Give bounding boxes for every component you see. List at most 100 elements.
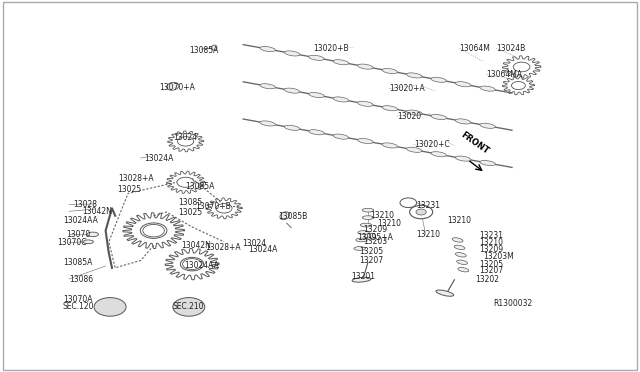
Circle shape	[511, 81, 525, 90]
Text: 13210: 13210	[416, 230, 440, 239]
Text: 13024A: 13024A	[144, 154, 173, 163]
Ellipse shape	[369, 233, 376, 239]
Ellipse shape	[362, 208, 374, 212]
Ellipse shape	[284, 51, 300, 56]
Ellipse shape	[382, 68, 397, 74]
Ellipse shape	[308, 55, 324, 60]
Text: 13028: 13028	[74, 200, 98, 209]
Circle shape	[177, 137, 194, 146]
Text: 13070+A: 13070+A	[159, 83, 195, 92]
Text: 13042N: 13042N	[181, 241, 211, 250]
Ellipse shape	[358, 231, 369, 234]
Circle shape	[177, 177, 195, 187]
Text: 13024AA: 13024AA	[63, 216, 97, 225]
Ellipse shape	[260, 84, 275, 89]
Ellipse shape	[480, 123, 495, 128]
Ellipse shape	[308, 93, 324, 97]
Text: 13028+A: 13028+A	[205, 243, 241, 252]
Text: 13024: 13024	[242, 239, 266, 248]
Text: 13042N: 13042N	[82, 207, 112, 216]
Ellipse shape	[212, 45, 217, 50]
Ellipse shape	[382, 143, 397, 148]
Text: 13095+A: 13095+A	[357, 233, 393, 242]
Ellipse shape	[333, 97, 349, 102]
Ellipse shape	[166, 82, 179, 90]
Ellipse shape	[431, 152, 447, 157]
Text: 13205: 13205	[479, 260, 503, 269]
Ellipse shape	[260, 46, 275, 52]
Circle shape	[140, 223, 167, 238]
Ellipse shape	[457, 260, 467, 264]
Ellipse shape	[456, 156, 471, 161]
Text: 13024B: 13024B	[496, 44, 525, 53]
Circle shape	[94, 298, 126, 316]
Text: 13070+B: 13070+B	[195, 202, 231, 211]
Text: 13085A: 13085A	[189, 46, 218, 55]
Text: 13024A: 13024A	[248, 246, 278, 254]
Text: 13205: 13205	[360, 247, 384, 256]
Text: 13210: 13210	[378, 219, 402, 228]
Text: 13201: 13201	[351, 272, 375, 280]
Circle shape	[416, 209, 426, 215]
Text: 13024AA: 13024AA	[184, 262, 219, 270]
Text: 13028+A: 13028+A	[118, 174, 154, 183]
Ellipse shape	[406, 147, 422, 153]
Text: 13210: 13210	[447, 216, 471, 225]
Circle shape	[410, 205, 433, 219]
Ellipse shape	[360, 223, 372, 227]
Ellipse shape	[454, 245, 465, 250]
Text: 13064MA: 13064MA	[486, 70, 522, 79]
Circle shape	[216, 203, 232, 213]
Circle shape	[180, 257, 204, 271]
Ellipse shape	[358, 138, 373, 144]
Text: 13086: 13086	[69, 275, 93, 283]
Text: 13025: 13025	[178, 208, 202, 217]
Text: R1300032: R1300032	[493, 299, 532, 308]
Ellipse shape	[308, 130, 324, 135]
Text: 13020+C: 13020+C	[414, 140, 450, 149]
Text: 13209: 13209	[364, 225, 388, 234]
Text: 13209: 13209	[479, 245, 503, 254]
Text: 13020+A: 13020+A	[389, 84, 425, 93]
Text: 13085A: 13085A	[186, 182, 215, 190]
Circle shape	[143, 224, 164, 237]
Text: 13207: 13207	[479, 266, 503, 275]
Ellipse shape	[431, 77, 447, 82]
Ellipse shape	[452, 238, 463, 242]
Text: 13020: 13020	[397, 112, 421, 121]
Ellipse shape	[356, 238, 367, 242]
Ellipse shape	[354, 247, 365, 250]
Circle shape	[182, 259, 202, 270]
Ellipse shape	[456, 82, 471, 87]
Text: 13210: 13210	[479, 238, 503, 247]
Ellipse shape	[458, 267, 468, 272]
Ellipse shape	[480, 160, 495, 166]
Ellipse shape	[480, 86, 495, 91]
Text: 13070: 13070	[66, 230, 90, 239]
Ellipse shape	[406, 73, 422, 78]
Text: 13020+B: 13020+B	[314, 44, 349, 53]
Text: FRONT: FRONT	[460, 131, 491, 156]
Circle shape	[400, 198, 417, 208]
Ellipse shape	[358, 101, 373, 106]
Ellipse shape	[280, 212, 290, 220]
Ellipse shape	[83, 240, 93, 244]
Ellipse shape	[333, 60, 349, 65]
Text: 13202: 13202	[475, 275, 499, 283]
Ellipse shape	[260, 121, 275, 126]
Text: SEC.210: SEC.210	[173, 302, 204, 311]
Text: 13070C: 13070C	[58, 238, 87, 247]
Circle shape	[173, 298, 205, 316]
Ellipse shape	[456, 253, 466, 257]
Ellipse shape	[284, 88, 300, 93]
Text: 13203M: 13203M	[483, 252, 514, 261]
Text: 13024: 13024	[173, 133, 197, 142]
Ellipse shape	[382, 106, 397, 111]
Ellipse shape	[406, 110, 422, 115]
Text: 13231: 13231	[479, 231, 503, 240]
Ellipse shape	[362, 216, 374, 219]
Text: 13085: 13085	[178, 198, 202, 207]
Ellipse shape	[436, 290, 454, 296]
Ellipse shape	[333, 134, 349, 139]
Ellipse shape	[456, 119, 471, 124]
